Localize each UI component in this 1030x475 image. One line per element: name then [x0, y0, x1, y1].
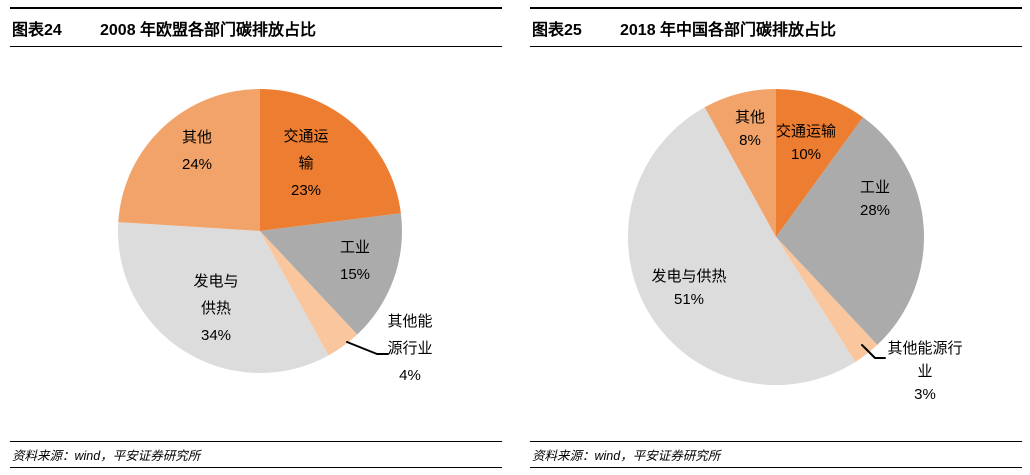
figure-number-right: 图表25: [532, 22, 582, 39]
pie-label-other-energy-industries-line1: 其他能源行: [887, 340, 962, 357]
pie-label-transport-line2: 10%: [791, 146, 821, 163]
figure-panel-left: 图表24 2008 年欧盟各部门碳排放占比 交通运输 23% 工业 15% 其他能源行业 4…: [10, 0, 502, 475]
pie-label-industry-line1: 工业: [340, 239, 370, 256]
pie-label-transport-line2: 输: [298, 155, 313, 172]
pie-label-other-line1: 其他: [735, 109, 765, 126]
pie-label-power-and-heat-line3: 34%: [201, 327, 231, 344]
pie-label-power-and-heat-line2: 51%: [674, 291, 704, 308]
pie-slice-industry: [776, 117, 924, 345]
pie-slice-transport: [260, 89, 401, 231]
pie-label-other-line2: 8%: [739, 132, 761, 149]
pie-slice-other: [118, 89, 260, 231]
figure-number-left: 图表24: [12, 22, 62, 39]
leader-line-other-energy-industries: [861, 344, 886, 359]
figure-panel-right: 图表25 2018 年中国各部门碳排放占比 交通运输 10% 工业 28% 其他能源行业 3…: [530, 0, 1022, 475]
pie-slice-industry: [260, 213, 403, 335]
pie-label-other-energy-industries-line3: 4%: [399, 367, 421, 384]
pie-label-industry-line1: 工业: [860, 179, 890, 196]
pie-label-power-and-heat-line2: 供热: [201, 300, 231, 317]
figure-title-left: 图表24 2008 年欧盟各部门碳排放占比: [10, 7, 502, 47]
pie-label-industry-line2: 15%: [340, 266, 370, 283]
pie-label-transport-line1: 交通运输: [776, 122, 836, 140]
pie-slice-other-energy-industries: [260, 231, 358, 356]
pie-label-other-energy-industries-line1: 其他能: [387, 313, 432, 330]
pie-slice-power-and-heat: [627, 107, 856, 386]
pie-label-transport-line1: 交通运: [283, 127, 328, 145]
pie-label-other-line1: 其他: [182, 129, 212, 146]
pie-label-power-and-heat-line1: 发电与供热: [651, 268, 726, 285]
source-note-right: 资料来源：wind，平安证券研究所: [530, 441, 1022, 468]
pie-slice-other-energy-industries: [776, 237, 878, 362]
pie-label-other-energy-industries-line2: 业: [917, 363, 932, 380]
pie-label-other-energy-industries-line2: 源行业: [387, 340, 432, 357]
figure-title-right: 图表25 2018 年中国各部门碳排放占比: [530, 7, 1022, 47]
figure-title-text-left: 2008 年欧盟各部门碳排放占比: [100, 22, 317, 39]
leader-line-other-energy-industries: [346, 341, 389, 355]
pie-label-power-and-heat-line1: 发电与: [193, 273, 238, 290]
pie-slice-transport: [776, 89, 863, 237]
pie-label-other-energy-industries-line3: 3%: [914, 386, 936, 403]
pie-slice-power-and-heat: [117, 222, 329, 374]
pie-label-transport-line3: 23%: [291, 182, 321, 199]
pie-label-other-line2: 24%: [182, 156, 212, 173]
pie-slice-other: [704, 89, 776, 237]
figure-title-text-right: 2018 年中国各部门碳排放占比: [620, 22, 837, 39]
pie-label-industry-line2: 28%: [860, 202, 890, 219]
source-note-left: 资料来源：wind，平安证券研究所: [10, 441, 502, 468]
